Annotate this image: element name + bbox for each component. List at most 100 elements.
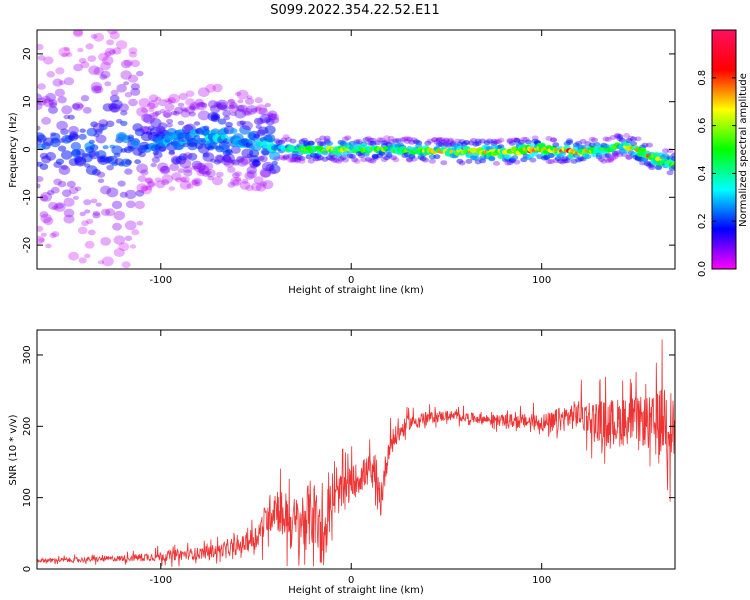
heatmap-cell [78, 257, 87, 264]
heatmap-cell [474, 138, 482, 144]
colorbar: 0.0 0.2 0.4 0.6 0.8 Normalized spectral ampl… [697, 29, 749, 277]
heatmap-cell [181, 176, 190, 183]
heatmap-cell [84, 209, 91, 214]
colorbar-ticks: 0.0 0.2 0.4 0.6 0.8 [697, 70, 736, 277]
heatmap-cell [158, 99, 168, 107]
heatmap-cell [100, 185, 112, 195]
heatmap-cell [257, 155, 265, 161]
heatmap-cell [604, 158, 612, 163]
heatmap-cell [431, 137, 439, 143]
heatmap-cell [108, 49, 116, 55]
heatmap-cell [136, 70, 144, 77]
heatmap-cell [399, 137, 407, 143]
heatmap-cell [120, 120, 128, 127]
figure-title: S099.2022.354.22.52.E11 [270, 3, 439, 18]
heatmap-cell [48, 99, 58, 107]
heatmap-cell [102, 103, 114, 112]
heatmap-cell [323, 135, 331, 141]
heatmap-cell [87, 150, 97, 158]
heatmap-cell [275, 139, 283, 145]
heatmap-cell [426, 138, 434, 144]
heatmap-cell [228, 98, 235, 104]
heatmap-cell [254, 97, 263, 104]
heatmap-cell [271, 160, 278, 166]
heatmap-cell [40, 213, 52, 224]
x-tick-label: 0 [348, 575, 354, 586]
heatmap-cell [246, 105, 258, 115]
heatmap-cell [294, 154, 301, 160]
heatmap-cell [289, 138, 297, 144]
heatmap-cell [48, 105, 58, 114]
heatmap-cell [229, 127, 238, 134]
heatmap-cell [268, 168, 277, 175]
heatmap-cell [153, 151, 163, 159]
heatmap-cell [148, 100, 159, 109]
heatmap-cell [668, 158, 675, 164]
heatmap-cell [648, 165, 656, 171]
heatmap-cell [278, 139, 285, 145]
heatmap-cell [136, 106, 149, 117]
heatmap-cell [374, 140, 381, 146]
heatmap-cell [237, 104, 248, 113]
heatmap-cell [100, 237, 111, 246]
heatmap-cell [234, 176, 242, 182]
heatmap-cell [101, 256, 114, 267]
heatmap-cell [440, 160, 448, 166]
x-tick-label: 0 [348, 275, 354, 286]
heatmap-cell [639, 147, 647, 153]
heatmap-cell [406, 136, 413, 142]
heatmap-cell [160, 165, 170, 174]
heatmap-cell [556, 158, 564, 164]
heatmap-cell [319, 135, 327, 141]
heatmap-cell [552, 142, 560, 148]
heatmap-cell [369, 158, 377, 164]
x-tick-label: 100 [532, 575, 551, 586]
heatmap-cell [251, 182, 262, 192]
heatmap-cell [177, 120, 185, 126]
heatmap-cell [138, 98, 151, 108]
heatmap-cell [104, 51, 112, 57]
y-tick-label: 0 [22, 566, 33, 572]
heatmap-cell [296, 155, 304, 161]
heatmap-cell [147, 181, 155, 187]
heatmap-cell [227, 166, 236, 173]
heatmap-cell [41, 141, 51, 150]
heatmap-cell [367, 158, 375, 164]
heatmap-cell [220, 155, 233, 166]
heatmap-cell [37, 93, 43, 102]
heatmap-cell [120, 59, 132, 69]
heatmap-cell [321, 156, 329, 162]
heatmap-cell [116, 83, 127, 93]
heatmap-cell [591, 137, 599, 143]
heatmap-cell [105, 47, 116, 56]
heatmap-cell [369, 140, 377, 146]
heatmap-cell [54, 88, 65, 97]
heatmap-cell [102, 145, 109, 150]
heatmap-cell [216, 171, 224, 178]
heatmap-cell [643, 161, 651, 167]
heatmap-cell [611, 154, 619, 160]
heatmap-cell [90, 198, 98, 204]
heatmap-cell [227, 99, 236, 106]
heatmap-cell [177, 102, 185, 108]
heatmap-cell [37, 55, 46, 61]
heatmap-cell [438, 142, 445, 148]
heatmap-cell [134, 159, 142, 165]
heatmap-cell [178, 92, 188, 101]
heatmap-cell [113, 235, 126, 245]
heatmap-cell [63, 77, 75, 86]
heatmap-cell [40, 192, 52, 202]
heatmap-cell [266, 112, 274, 117]
heatmap-cell [282, 155, 290, 161]
heatmap-cell [218, 118, 227, 125]
spectrogram-y-ticks: -20 -10 0 10 20 [22, 48, 675, 253]
heatmap-cell [90, 34, 98, 39]
spectrogram-x-axis-label: Height of straight line (km) [288, 285, 424, 296]
y-tick-label: 200 [22, 417, 33, 436]
heatmap-cell [234, 108, 247, 119]
heatmap-cell [120, 110, 128, 116]
heatmap-cell [158, 122, 168, 130]
heatmap-cell [63, 197, 75, 207]
heatmap-cell [125, 189, 137, 200]
heatmap-cell [488, 156, 496, 162]
